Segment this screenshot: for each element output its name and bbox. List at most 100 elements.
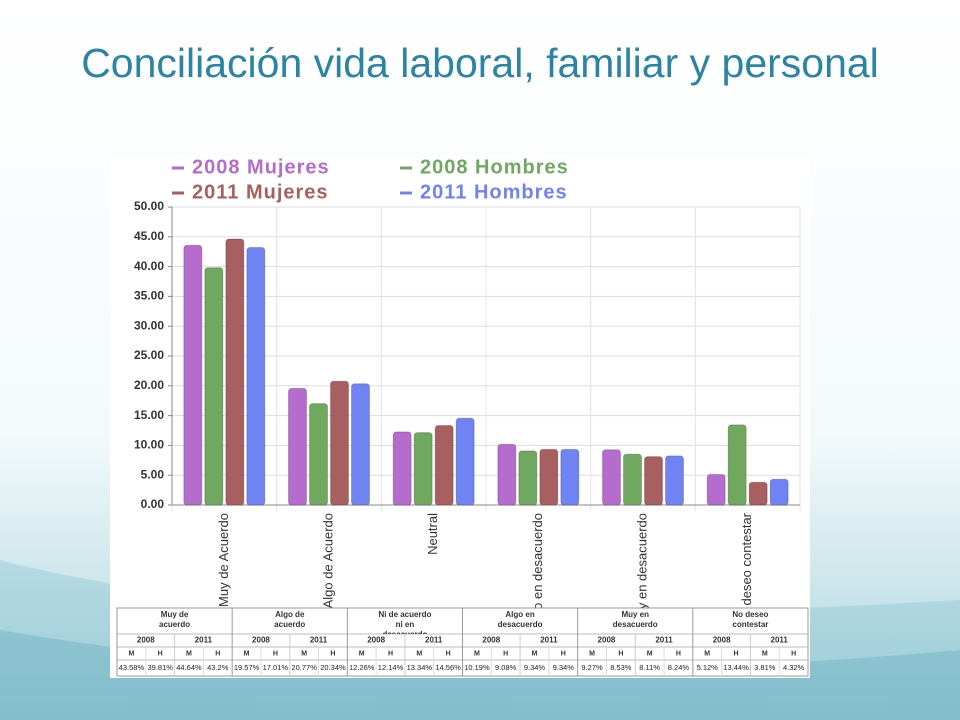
table-value: 9.34% bbox=[553, 663, 575, 672]
table-value: 8.11% bbox=[639, 663, 660, 672]
table-value: 14.56% bbox=[435, 663, 461, 672]
table-value: 9.08% bbox=[495, 663, 517, 672]
table-value: 17.01% bbox=[263, 663, 289, 672]
bar bbox=[455, 417, 475, 506]
bar bbox=[309, 403, 328, 506]
table-sex: M bbox=[704, 650, 710, 657]
table-sex: M bbox=[589, 650, 595, 657]
table-year: 2008 bbox=[137, 636, 155, 645]
bar bbox=[497, 443, 517, 506]
table-year: 2008 bbox=[482, 636, 500, 645]
table-sex: H bbox=[330, 650, 335, 657]
table-value: 12.26% bbox=[349, 663, 375, 672]
table-group-cell: Muy en desacuerdo bbox=[612, 610, 658, 629]
table-value: 3.81% bbox=[754, 663, 776, 672]
table-group-label: Muy de acuerdo bbox=[159, 610, 191, 629]
x-tick-label: Muy en desacuerdo bbox=[634, 513, 649, 627]
table-sex: H bbox=[503, 650, 508, 657]
table-year: 2011 bbox=[195, 636, 213, 645]
table-year: 2008 bbox=[713, 636, 731, 645]
table-value: 9.27% bbox=[581, 663, 603, 672]
y-tick-label: 0.00 bbox=[141, 497, 165, 511]
legend-label: 2011 Mujeres bbox=[192, 181, 329, 203]
y-tick-label: 30.00 bbox=[134, 318, 164, 332]
slide-title: Conciliación vida laboral, familiar y pe… bbox=[81, 40, 879, 86]
table-value: 43.58% bbox=[119, 663, 145, 672]
table-sex: M bbox=[762, 650, 768, 657]
y-tick-label: 10.00 bbox=[134, 438, 164, 452]
y-tick-label: 20.00 bbox=[134, 378, 164, 392]
table-value: 43.2% bbox=[207, 663, 229, 672]
legend-label: 2008 Hombres bbox=[420, 156, 569, 178]
table-sex: M bbox=[301, 650, 307, 657]
table-year: 2011 bbox=[540, 636, 558, 645]
bar bbox=[539, 448, 559, 506]
table-year: 2011 bbox=[771, 636, 789, 645]
x-tick-label: Algo de Acuerdo bbox=[320, 513, 335, 608]
table-sex: M bbox=[128, 650, 134, 657]
legend-label: 2011 Hombres bbox=[420, 181, 568, 203]
table-value: 9.34% bbox=[524, 663, 546, 672]
table-sex: H bbox=[791, 650, 796, 657]
y-tick-label: 40.00 bbox=[134, 259, 164, 273]
x-tick-label: No deseo contestar bbox=[739, 512, 754, 625]
table-value: 13.34% bbox=[407, 663, 433, 672]
table-group-cell: No deseo contestar bbox=[732, 610, 768, 629]
bar bbox=[183, 244, 203, 506]
table-year: 2008 bbox=[598, 636, 616, 645]
y-tick-label: 35.00 bbox=[134, 289, 164, 303]
bar bbox=[748, 481, 768, 506]
table-year: 2008 bbox=[367, 636, 385, 645]
bar bbox=[246, 247, 266, 506]
bar bbox=[560, 448, 580, 506]
table-group-cell: Algo en desacuerdo bbox=[498, 610, 543, 629]
bar bbox=[623, 453, 642, 506]
table-sex: M bbox=[416, 650, 422, 657]
table-group-label: Ni de acuerdo ni en desacuerdo bbox=[378, 610, 432, 634]
table-sex: H bbox=[388, 650, 393, 657]
table-value: 5.12% bbox=[697, 663, 719, 672]
table-sex: H bbox=[561, 650, 566, 657]
table-value: 12.14% bbox=[378, 663, 404, 672]
table-group-cell: Ni de acuerdo ni en desacuerdo bbox=[378, 610, 432, 634]
table-sex: M bbox=[186, 650, 192, 657]
table-sex: M bbox=[474, 650, 480, 657]
table-sex: H bbox=[733, 650, 738, 657]
table-sex: M bbox=[532, 650, 538, 657]
bar bbox=[330, 380, 349, 506]
table-sex: H bbox=[273, 650, 278, 657]
bar bbox=[434, 424, 454, 506]
table-sex: M bbox=[359, 650, 365, 657]
table-group-cell: Muy de acuerdo bbox=[159, 610, 191, 629]
table-value: 10.19% bbox=[464, 663, 490, 672]
bar bbox=[413, 432, 433, 506]
legend-label: 2008 Mujeres bbox=[192, 156, 330, 178]
y-tick-label: 25.00 bbox=[134, 348, 164, 362]
table-value: 4.32% bbox=[783, 663, 805, 672]
table-sex: M bbox=[244, 650, 250, 657]
bar bbox=[288, 387, 307, 506]
bar bbox=[644, 456, 663, 506]
table-sex: H bbox=[158, 650, 163, 657]
table-value: 8.53% bbox=[610, 663, 632, 672]
table-year: 2011 bbox=[310, 636, 328, 645]
table-year: 2011 bbox=[425, 636, 443, 645]
table-year: 2008 bbox=[252, 636, 270, 645]
table-sex: H bbox=[676, 650, 681, 657]
table-group-label: Algo de acuerdo bbox=[274, 610, 306, 629]
y-tick-label: 15.00 bbox=[134, 408, 164, 422]
bar bbox=[392, 431, 412, 506]
table-value: 44.64% bbox=[176, 663, 202, 672]
x-tick-label: Neutral bbox=[425, 513, 440, 555]
x-tick-label: Muy de Acuerdo bbox=[216, 513, 231, 607]
bar bbox=[225, 238, 245, 506]
table-group-cell: Algo de acuerdo bbox=[274, 610, 306, 629]
table-value: 20.77% bbox=[291, 663, 317, 672]
table-value: 39.81% bbox=[147, 663, 173, 672]
y-tick-label: 45.00 bbox=[134, 229, 164, 243]
table-value: 8.24% bbox=[668, 663, 690, 672]
table-group-label: Muy en desacuerdo bbox=[612, 610, 658, 629]
x-tick-label: Algo en desacuerdo bbox=[530, 513, 545, 629]
bar bbox=[351, 383, 370, 506]
